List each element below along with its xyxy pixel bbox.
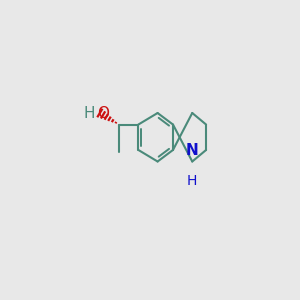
Text: H: H [83, 106, 95, 121]
Text: N: N [186, 143, 199, 158]
Text: H: H [187, 174, 197, 188]
Text: O: O [97, 106, 109, 121]
